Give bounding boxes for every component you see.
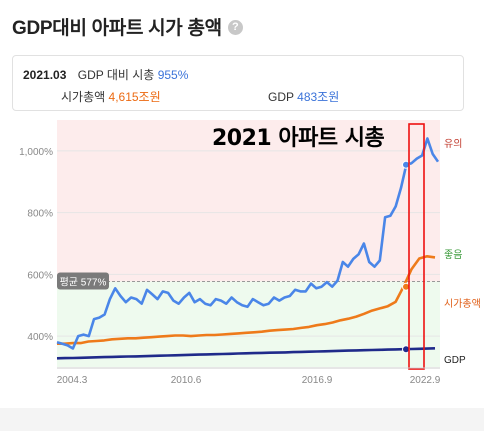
title-row: GDP대비 아파트 시가 총액 ? <box>12 12 243 40</box>
info-box: 2021.03 GDP 대비 시총 955% 시가총액 4,615조원 GDP … <box>12 55 464 111</box>
y-tick-label-2: 800% <box>27 209 53 220</box>
y-tick-label-3: 1,000% <box>19 147 53 158</box>
series-line-2 <box>56 347 436 360</box>
annotation-label: 2021 아파트 시총 <box>212 126 385 151</box>
zone-label-1: 좋음 <box>444 249 462 261</box>
page-title: GDP대비 아파트 시가 총액 <box>12 17 222 39</box>
info-cap-value: 4,615조원 <box>108 90 161 104</box>
x-tick-label-2: 2016.9 <box>302 375 333 386</box>
series-label-1: 시가총액 <box>444 298 481 310</box>
zone-band-0 <box>57 120 440 282</box>
info-ratio-label: GDP 대비 시총 <box>77 68 155 82</box>
info-line-gdp: GDP 483조원 <box>268 88 339 105</box>
info-date: 2021.03 <box>23 68 67 82</box>
info-gdp-value: 483조원 <box>297 90 340 104</box>
info-ratio-value: 955% <box>157 68 189 82</box>
bottom-band <box>0 408 484 431</box>
x-tick-label-0: 2004.3 <box>57 375 88 386</box>
x-tick-label-1: 2010.6 <box>171 375 202 386</box>
y-tick-label-0: 400% <box>27 332 53 343</box>
zone-label-0: 유의 <box>444 138 462 150</box>
series-line-1 <box>57 255 436 345</box>
average-badge-label: 평균 577% <box>60 276 107 288</box>
average-badge <box>57 272 109 290</box>
highlight-box <box>408 123 425 370</box>
info-gdp-label: GDP <box>268 90 294 104</box>
series-line-0 <box>56 137 440 350</box>
info-line-cap: 시가총액 4,615조원 <box>61 88 161 105</box>
x-tick-label-3: 2022.9 <box>410 375 441 386</box>
info-line-ratio: 2021.03 GDP 대비 시총 955% <box>23 66 188 83</box>
series-label-2: GDP <box>444 355 466 366</box>
info-cap-label: 시가총액 <box>61 90 106 104</box>
question-circle-icon[interactable]: ? <box>227 19 243 35</box>
y-tick-label-1: 600% <box>27 270 53 281</box>
